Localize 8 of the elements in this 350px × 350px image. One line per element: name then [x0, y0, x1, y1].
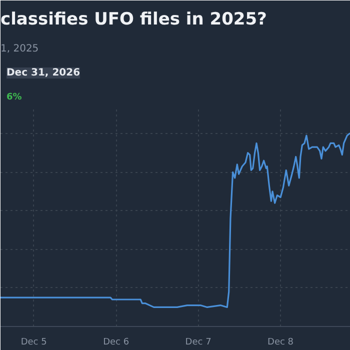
- x-tick-label: Dec 6: [103, 338, 130, 348]
- chart-subtitle: 1, 2025: [0, 44, 39, 54]
- chart-title: classifies UFO files in 2025?: [0, 10, 267, 30]
- x-tick-label: Dec 8: [268, 338, 294, 348]
- x-tick-label: Dec 7: [185, 338, 212, 348]
- text: 6%: [6, 92, 22, 102]
- x-tick-label: Dec 5: [20, 338, 47, 348]
- text: Dec 31, 2026: [6, 68, 80, 78]
